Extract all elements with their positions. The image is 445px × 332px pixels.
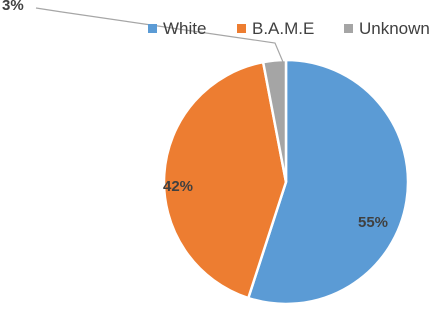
unknown-leader-line-2 — [61, 11, 284, 63]
pie-slices — [162, 58, 410, 306]
legend: White B.A.M.E Unknown — [148, 19, 430, 38]
legend-label-unknown: Unknown — [359, 19, 430, 38]
unknown-leader-line — [35, 7, 63, 13]
legend-swatch-bame — [237, 24, 246, 33]
legend-swatch-white — [148, 24, 157, 33]
data-label-bame: 42% — [163, 178, 193, 195]
data-label-unknown: 3% — [2, 0, 24, 14]
legend-swatch-unknown — [344, 24, 353, 33]
legend-label-bame: B.A.M.E — [252, 19, 314, 38]
legend-label-white: White — [163, 19, 206, 38]
pie-slice-unknown — [261, 58, 288, 183]
pie-slice-white — [246, 58, 410, 306]
pie-slice-b-a-m-e — [162, 60, 288, 300]
data-label-white: 55% — [358, 214, 388, 231]
